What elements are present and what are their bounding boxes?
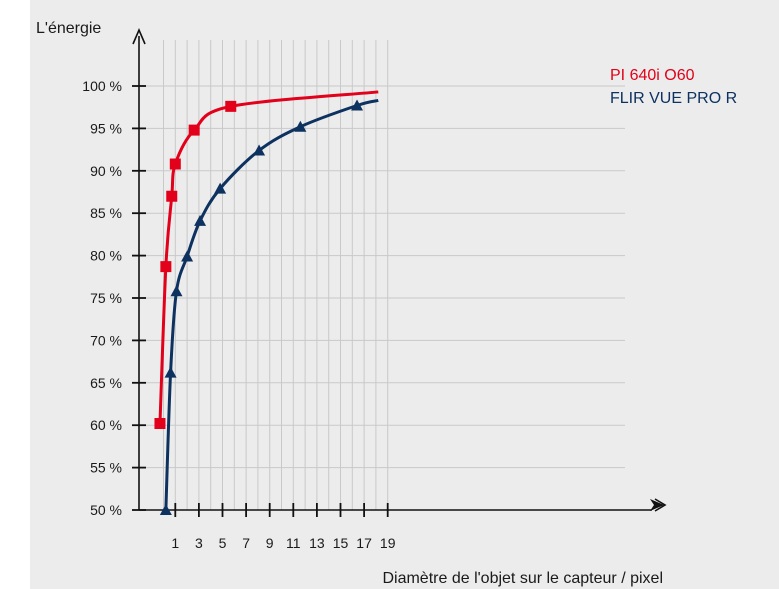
- data-point-square: [169, 158, 181, 170]
- y-ticks: 50 % 55 % 60 % 65 % 70 % 75 % 80 % 85 % 90 % 95 %…: [82, 78, 146, 518]
- data-point-triangle: [194, 214, 207, 226]
- y-tick-label: 55 %: [90, 460, 122, 476]
- x-tick-label: 3: [195, 535, 203, 551]
- grid: [139, 40, 625, 511]
- y-axis-title: L'énergie: [36, 20, 101, 37]
- y-tick-label: 80 %: [90, 248, 122, 264]
- x-tick-label: 7: [242, 535, 250, 551]
- y-tick-label: 85 %: [90, 205, 122, 221]
- y-tick-label: 70 %: [90, 332, 122, 348]
- y-tick-label: 100 %: [82, 78, 122, 94]
- x-tick-label: 19: [380, 535, 396, 551]
- x-tick-label: 15: [333, 535, 349, 551]
- series-group: [154, 90, 379, 515]
- data-point-triangle: [159, 504, 172, 515]
- data-point-triangle: [253, 144, 266, 156]
- series-0: [154, 90, 379, 430]
- y-tick-label: 50 %: [90, 502, 122, 518]
- x-tick-label: 9: [266, 535, 274, 551]
- data-point-triangle: [294, 120, 307, 132]
- x-axis-arrow: [650, 499, 664, 511]
- data-point-square: [225, 100, 237, 112]
- x-tick-label: 17: [356, 535, 372, 551]
- x-tick-label: 13: [309, 535, 325, 551]
- y-tick-label: 75 %: [90, 290, 122, 306]
- x-axis-arrowhead: [654, 498, 667, 512]
- x-tick-label: 5: [219, 535, 227, 551]
- y-tick-label: 65 %: [90, 375, 122, 391]
- axes: [132, 27, 667, 512]
- y-tick-label: 95 %: [90, 120, 122, 136]
- data-point-triangle: [170, 285, 183, 297]
- y-tick-label: 60 %: [90, 417, 122, 433]
- data-point-square: [166, 190, 178, 202]
- y-tick-label: 90 %: [90, 163, 122, 179]
- data-point-triangle: [181, 250, 194, 262]
- data-point-square: [188, 124, 200, 136]
- chart-panel: [30, 0, 779, 589]
- data-point-triangle: [164, 366, 177, 378]
- legend-pi-640i: PI 640i O60: [610, 67, 695, 84]
- y-axis-arrowhead: [132, 27, 146, 45]
- data-point-triangle: [351, 99, 364, 111]
- x-tick-label: 11: [286, 535, 301, 551]
- legend-flir-vue-pro-r: FLIR VUE PRO R: [610, 90, 737, 107]
- data-point-triangle: [214, 182, 227, 194]
- x-tick-label: 1: [171, 535, 179, 551]
- series-1: [159, 98, 379, 515]
- data-point-square: [160, 261, 172, 273]
- series-line: [164, 98, 379, 511]
- data-point-square: [154, 418, 166, 430]
- x-ticks: 1 3 5 7 9 11 13 15 17 19: [171, 503, 396, 551]
- x-axis-title: Diamètre de l'objet sur le capteur / pix…: [382, 570, 663, 587]
